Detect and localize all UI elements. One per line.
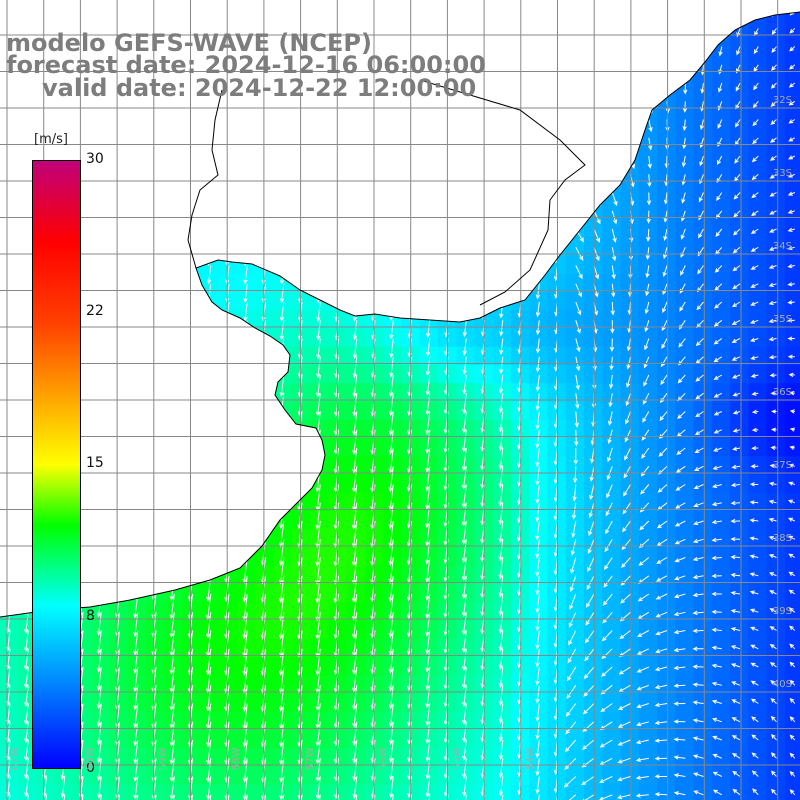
forecast-date: forecast date: 2024-12-16 06:00:00 bbox=[6, 51, 486, 79]
colorbar-tick: 0 bbox=[86, 760, 95, 776]
model-title: modelo GEFS-WAVE (NCEP) bbox=[6, 29, 372, 57]
lat-label: 35S bbox=[772, 314, 792, 325]
land bbox=[0, 0, 800, 617]
colorbar-tick: 22 bbox=[86, 303, 104, 319]
lon-label: 54W bbox=[525, 747, 536, 770]
lon-label: 58W bbox=[231, 747, 242, 770]
colorbar-tick: 8 bbox=[86, 608, 95, 624]
lon-label: 61W bbox=[10, 747, 21, 770]
lat-label: 38S bbox=[772, 533, 792, 544]
lon-label: 59W bbox=[158, 747, 169, 770]
river-border bbox=[187, 89, 223, 269]
lon-label: 55W bbox=[452, 747, 463, 770]
lat-label: 37S bbox=[772, 460, 792, 471]
valid-date: valid date: 2024-12-22 12:00:00 bbox=[42, 74, 477, 102]
lat-label: 34S bbox=[772, 241, 792, 252]
colorbar-tick: 15 bbox=[86, 455, 104, 471]
lat-label: 33S bbox=[772, 168, 792, 179]
lat-label: 36S bbox=[772, 387, 792, 398]
colorbar-tick: 30 bbox=[86, 151, 104, 167]
lon-label: 60W bbox=[85, 747, 96, 770]
lon-label: 57W bbox=[305, 747, 316, 770]
lat-label: 39S bbox=[772, 606, 792, 617]
lat-label: 40S bbox=[772, 679, 792, 690]
coastline bbox=[0, 11, 800, 618]
lon-label: 56W bbox=[378, 747, 389, 770]
lat-label: 32S bbox=[772, 95, 792, 106]
lagoon-shore bbox=[419, 79, 586, 306]
colorbar-unit: [m/s] bbox=[34, 132, 68, 147]
colorbar bbox=[32, 160, 81, 769]
